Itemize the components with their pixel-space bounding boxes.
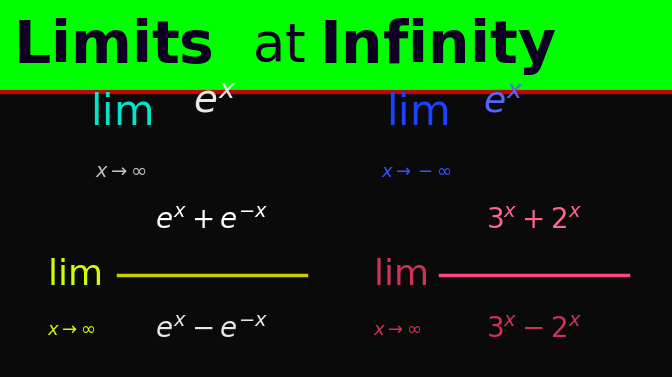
Text: $e^x + e^{-x}$: $e^x + e^{-x}$: [155, 207, 268, 234]
Text: $\mathrm{at}$: $\mathrm{at}$: [252, 20, 306, 72]
Text: $3^x + 2^x$: $3^x + 2^x$: [487, 207, 582, 234]
Text: $\mathbf{Infinity}$: $\mathbf{Infinity}$: [319, 16, 556, 77]
Text: $\lim$: $\lim$: [373, 258, 427, 292]
Text: $3^x - 2^x$: $3^x - 2^x$: [487, 316, 582, 344]
Text: $e^x$: $e^x$: [193, 83, 237, 121]
Text: $\lim$: $\lim$: [386, 92, 448, 134]
Text: $e^x - e^{-x}$: $e^x - e^{-x}$: [155, 316, 268, 344]
Text: $\mathbf{Limits}$: $\mathbf{Limits}$: [13, 18, 214, 75]
Text: $x\to\infty$: $x\to\infty$: [47, 321, 95, 339]
Text: $\lim$: $\lim$: [47, 258, 101, 292]
Text: $x\to\infty$: $x\to\infty$: [95, 162, 147, 181]
Text: $\lim$: $\lim$: [90, 92, 152, 134]
Text: $x\to\infty$: $x\to\infty$: [373, 321, 421, 339]
FancyBboxPatch shape: [0, 0, 672, 92]
Text: $x\to-\infty$: $x\to-\infty$: [382, 162, 452, 181]
Text: $e^x$: $e^x$: [483, 85, 525, 119]
